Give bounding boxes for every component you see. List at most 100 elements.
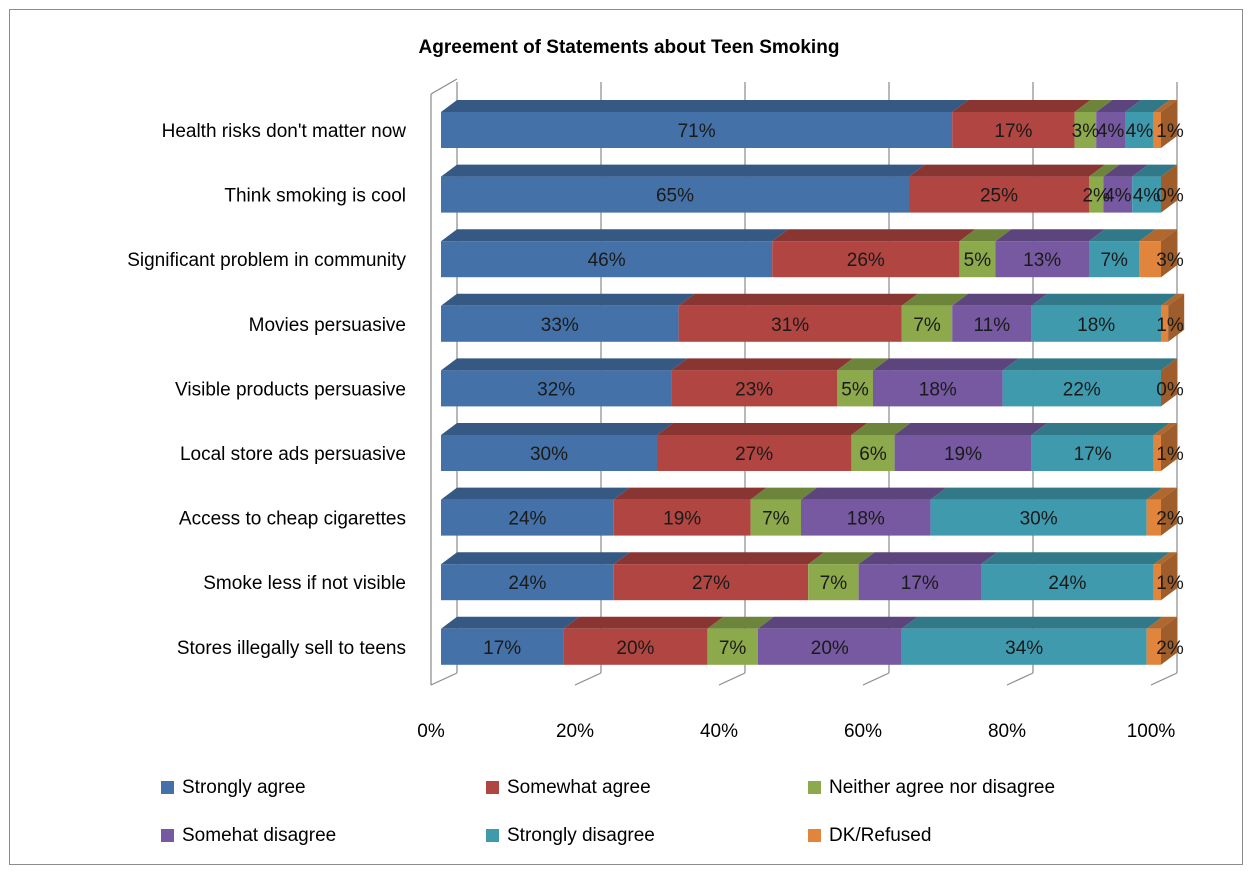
- legend-swatch: [808, 829, 821, 842]
- legend-label: Strongly disagree: [507, 825, 655, 846]
- bar-top: [1153, 423, 1177, 435]
- bar-top: [851, 423, 911, 435]
- bar-side: [1161, 229, 1177, 278]
- bar-segment: [873, 370, 1003, 407]
- legend-swatch: [161, 781, 174, 794]
- bar-segment: [901, 305, 953, 342]
- legend: Strongly agree Somewhat agree Neither agre…: [161, 777, 1055, 846]
- data-label: 30%: [530, 444, 568, 465]
- gridline-floor: [718, 672, 746, 686]
- bar-top: [1002, 358, 1177, 371]
- bar-segment: [613, 564, 809, 601]
- bar-segment: [1089, 176, 1104, 213]
- data-label: 17%: [483, 638, 521, 659]
- bar-top: [750, 487, 817, 500]
- data-label: 7%: [762, 509, 790, 530]
- bar-top: [1161, 293, 1185, 306]
- data-label: 17%: [994, 121, 1032, 142]
- bar-top: [930, 487, 1163, 500]
- category-label: Access to cheap cigarettes: [179, 509, 406, 530]
- bar-top: [1031, 293, 1177, 306]
- category-label: Movies persuasive: [249, 315, 406, 336]
- category-label: Significant problem in community: [127, 250, 406, 271]
- category-label: Visible products persuasive: [175, 379, 406, 400]
- bar-segment: [801, 499, 931, 536]
- bar-segment: [1146, 628, 1161, 665]
- bar-side: [1161, 100, 1177, 148]
- bar-segment: [901, 628, 1147, 665]
- bar-top: [1153, 552, 1177, 565]
- bar-segment: [441, 112, 953, 148]
- data-label: 7%: [913, 315, 941, 336]
- gridline-floor: [1006, 672, 1034, 686]
- bar-top: [441, 423, 673, 435]
- data-label: 24%: [1048, 573, 1086, 594]
- bar-top: [1096, 100, 1141, 112]
- bar-top: [671, 358, 853, 371]
- bar-segment: [1031, 435, 1154, 471]
- data-label: 7%: [820, 573, 848, 594]
- category-label: Health risks don't matter now: [162, 121, 407, 142]
- bar-segment: [441, 370, 672, 407]
- bar-top: [909, 164, 1105, 177]
- legend-label: Somehat disagree: [182, 825, 336, 846]
- data-label: 13%: [1023, 250, 1061, 271]
- data-label: 22%: [1063, 379, 1101, 400]
- chart-title: Agreement of Statements about Teen Smoki…: [419, 37, 840, 58]
- bar-top: [952, 293, 1048, 306]
- bar-segment: [1089, 241, 1140, 278]
- bar-top: [873, 358, 1019, 371]
- data-label: 34%: [1005, 638, 1043, 659]
- bar-top: [1089, 229, 1156, 242]
- data-label: 32%: [537, 379, 575, 400]
- bar-top: [441, 358, 688, 371]
- bar-top: [772, 229, 976, 242]
- bar-segment: [441, 564, 614, 601]
- data-label: 4%: [1097, 121, 1125, 142]
- data-label: 1%: [1156, 444, 1184, 465]
- bar-side: [1161, 423, 1177, 471]
- bar-segment: [671, 370, 837, 407]
- bar-segment: [1132, 176, 1161, 213]
- bar-segment: [858, 564, 981, 601]
- legend-label: Somewhat agree: [507, 777, 651, 798]
- bar-top: [757, 616, 918, 629]
- bar-top: [613, 552, 825, 565]
- bar-top: [678, 293, 918, 306]
- data-label: 18%: [847, 509, 885, 530]
- bar-segment: [909, 176, 1089, 213]
- bar-side: [1161, 358, 1177, 407]
- bar-top: [1132, 164, 1177, 177]
- data-label: 6%: [859, 444, 887, 465]
- bar-segment: [952, 305, 1032, 342]
- data-label: 3%: [1156, 250, 1184, 271]
- bar-top: [837, 358, 889, 371]
- bar-segment: [441, 241, 773, 278]
- x-tick-label: 20%: [556, 721, 594, 742]
- bar-segment: [1096, 112, 1125, 148]
- bar-top: [1125, 100, 1170, 112]
- data-label: 71%: [678, 121, 716, 142]
- bar-segment: [563, 628, 708, 665]
- bar-segment: [1161, 305, 1169, 342]
- bar-top: [901, 293, 969, 306]
- data-label: 3%: [1072, 121, 1100, 142]
- data-label: 11%: [973, 315, 1010, 336]
- data-label: 7%: [719, 638, 747, 659]
- bar-top: [808, 552, 875, 565]
- bar-segment: [959, 241, 996, 278]
- bar-segment: [613, 499, 751, 536]
- bar-top: [995, 229, 1105, 242]
- value-labels: 71% 17% 3%4% 4% 1%65% 25% 2%4% 4%0%46% 26% 5% 13% 7…: [483, 121, 1184, 659]
- bar-top: [1031, 423, 1170, 435]
- data-label: 24%: [508, 573, 546, 594]
- legend-label: Strongly agree: [182, 777, 306, 798]
- left-wall-top: [430, 78, 458, 95]
- category-label: Local store ads persuasive: [180, 444, 406, 465]
- data-label: 26%: [847, 250, 885, 271]
- bar-top: [441, 164, 925, 177]
- data-label: 5%: [964, 250, 992, 271]
- bar-segment: [1139, 241, 1161, 278]
- bar-top: [952, 100, 1091, 112]
